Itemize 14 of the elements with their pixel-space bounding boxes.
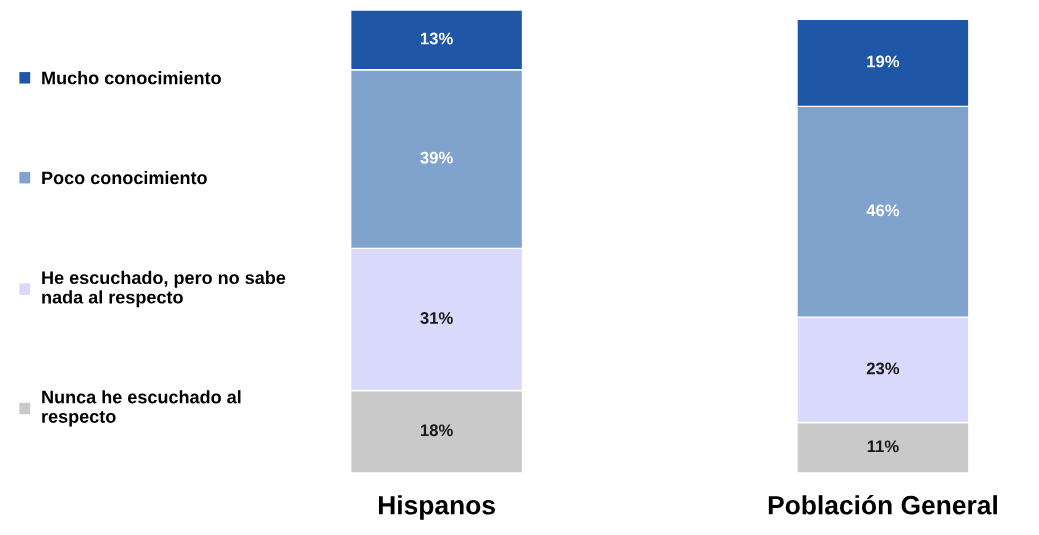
data-label: 39% — [420, 151, 453, 164]
legend-label: Mucho conocimiento — [42, 71, 221, 85]
data-label: 23% — [866, 362, 900, 375]
legend-label: Poco conocimiento — [42, 170, 207, 185]
data-label: 11% — [867, 440, 899, 453]
data-label: 46% — [866, 204, 900, 217]
data-label: 18% — [420, 424, 453, 437]
x-tick-label: Población General — [768, 494, 997, 515]
data-label: 13% — [420, 32, 453, 45]
data-label: 19% — [867, 55, 900, 68]
legend-label: Nunca he escuchado al respecto — [42, 390, 241, 427]
x-tick-label: Hispanos — [378, 495, 495, 520]
legend-label: He escuchado, pero no sabe nada al respecto — [42, 270, 286, 308]
data-label: 31% — [420, 312, 453, 324]
